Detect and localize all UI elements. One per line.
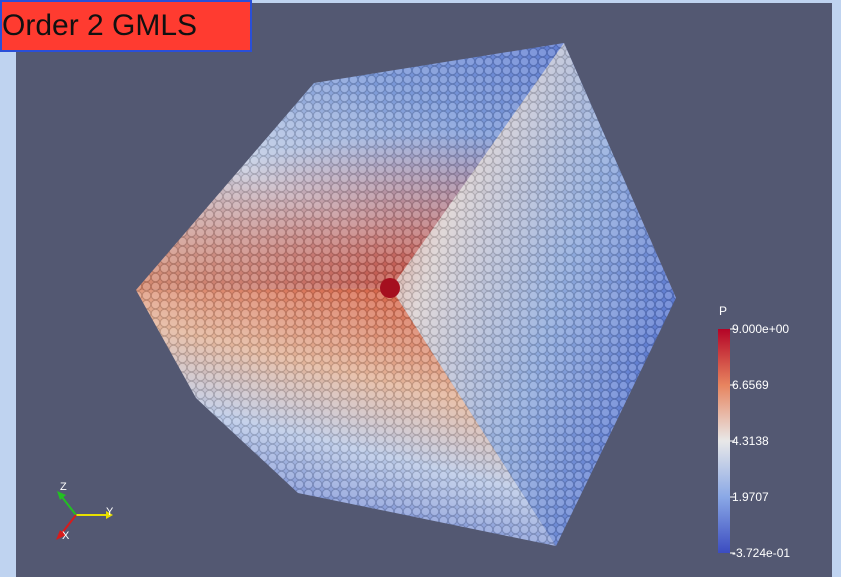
color-legend: P 9.000e+00 6.6569 4.3138 1.9707 -3.724e… bbox=[718, 304, 790, 560]
colorbar-tick-max: 9.000e+00 bbox=[732, 322, 789, 336]
colorbar-tick-2: 6.6569 bbox=[732, 378, 769, 392]
orientation-axes: Z Y X bbox=[56, 481, 114, 542]
colorbar-gradient bbox=[718, 329, 730, 553]
colorbar-title: P bbox=[719, 304, 727, 318]
render-viewport[interactable]: Z Y X P 9.000e+00 6.6569 4.3138 1.9707 -… bbox=[16, 3, 832, 577]
max-pressure-point bbox=[380, 278, 400, 298]
axis-z-label: Z bbox=[60, 481, 67, 493]
axis-y-label: Y bbox=[106, 506, 114, 518]
title-annotation: Order 2 GMLS bbox=[0, 0, 252, 52]
colorbar-tick-4: 1.9707 bbox=[732, 490, 769, 504]
colorbar-tick-3: 4.3138 bbox=[732, 434, 769, 448]
axis-x-label: X bbox=[62, 530, 70, 542]
colorbar-tick-min: -3.724e-01 bbox=[732, 546, 790, 560]
particle-cube-render: Z Y X P 9.000e+00 6.6569 4.3138 1.9707 -… bbox=[56, 43, 790, 560]
